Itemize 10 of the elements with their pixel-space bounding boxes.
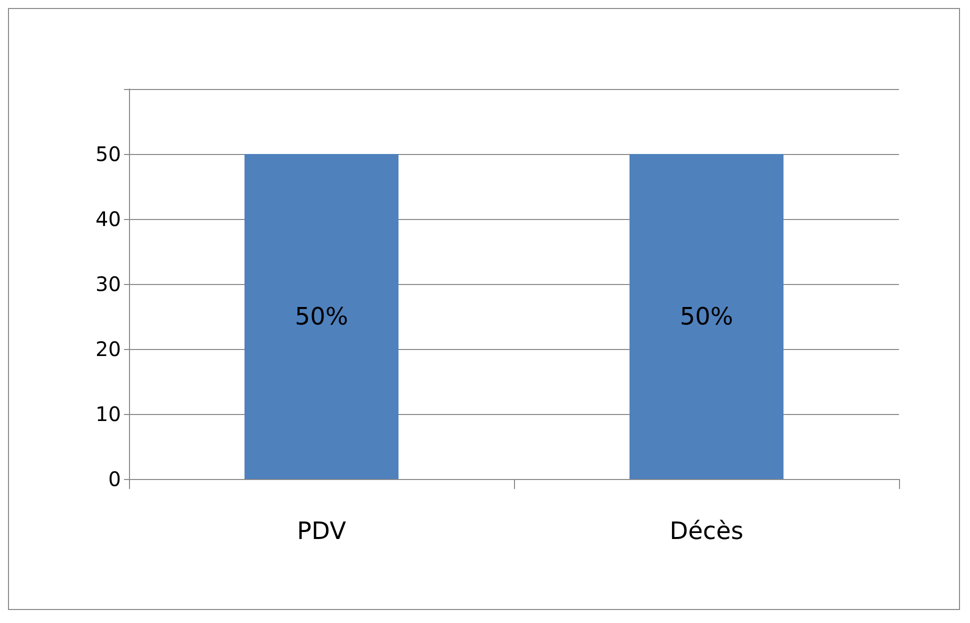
y-tick-label: 0 <box>108 467 121 491</box>
y-tick-label: 30 <box>96 272 121 296</box>
y-tick-label: 40 <box>96 207 121 231</box>
y-tick-label: 20 <box>96 337 121 361</box>
y-tick-label: 50 <box>96 142 121 166</box>
x-tick-label: PDV <box>297 517 347 545</box>
data-label: 50% <box>680 302 734 330</box>
data-label: 50% <box>294 302 348 330</box>
y-tick-label: 10 <box>96 402 121 426</box>
x-tick-label: Décès <box>670 517 744 545</box>
